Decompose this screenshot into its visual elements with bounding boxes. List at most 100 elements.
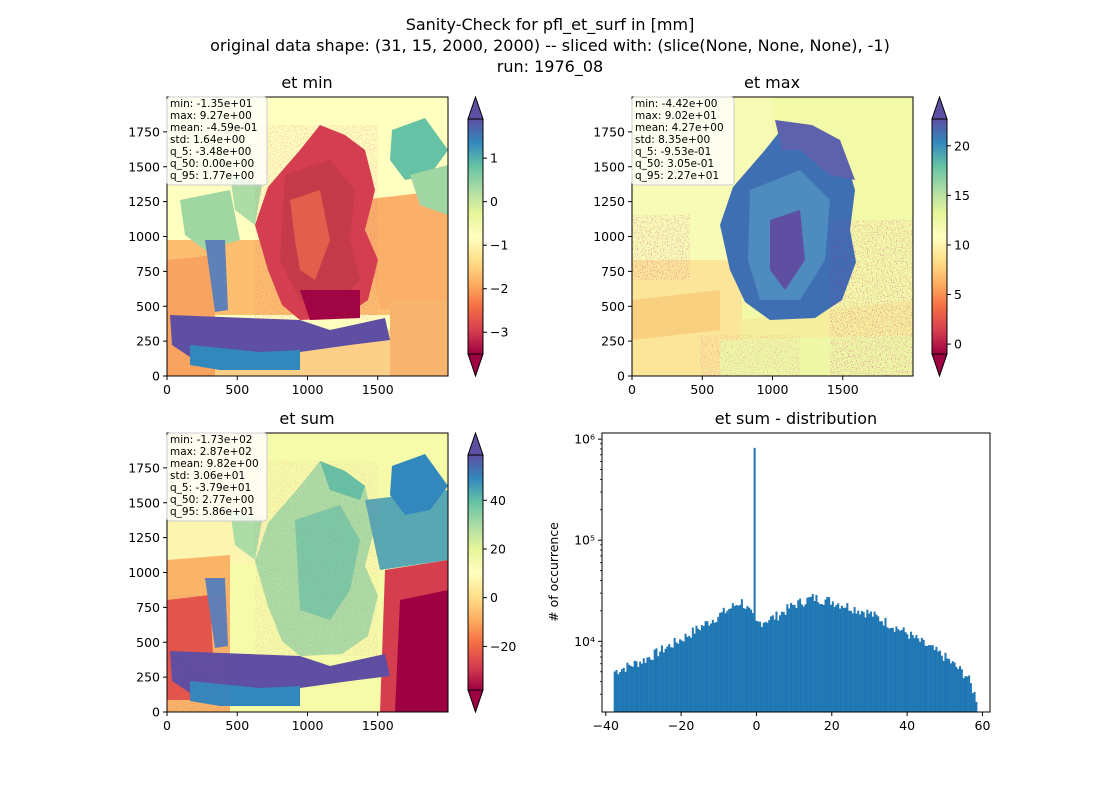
histogram-bar [797, 600, 800, 712]
histogram-bar [682, 641, 685, 712]
y-tick-label: 500 [601, 299, 625, 314]
histogram-bar [968, 675, 971, 712]
histogram-bar [710, 623, 713, 712]
histogram-bar [942, 660, 945, 712]
histogram-bar [653, 649, 656, 712]
histogram-bar [889, 628, 892, 712]
histogram-bar [819, 604, 822, 712]
histogram-bar [929, 645, 932, 712]
colorbar-tick-label: 20 [490, 542, 506, 557]
histogram-bar [726, 610, 729, 712]
histogram-bar [939, 650, 942, 712]
histogram-bar [971, 693, 974, 712]
histogram-bar [893, 631, 896, 712]
histogram-bar [897, 629, 900, 712]
histogram-bars [613, 447, 978, 712]
histogram-bar [642, 658, 645, 712]
panel-et-sum-stats-box: min: -1.73e+02 max: 2.87e+02 mean: 9.82e… [166, 432, 268, 522]
histogram-bar [951, 661, 954, 712]
histogram-bar [879, 621, 882, 712]
histogram-bar [926, 645, 929, 712]
histogram-bar [762, 622, 765, 712]
histogram-bar [613, 671, 616, 712]
histogram-bar [871, 616, 874, 712]
histogram-bar [751, 613, 754, 712]
y-tick-label: 250 [136, 670, 160, 685]
histogram-bar [757, 621, 760, 712]
histogram-bar [857, 610, 860, 712]
histogram-bar [811, 594, 814, 712]
colorbar [931, 118, 948, 355]
histogram-bar [659, 651, 662, 712]
histogram-bar [775, 611, 778, 712]
histogram-bar [728, 608, 731, 712]
histogram-title: et sum - distribution [715, 409, 877, 428]
y-tick-label: 250 [601, 334, 625, 349]
histogram-bar [766, 622, 769, 712]
histogram-bar [724, 613, 727, 712]
histogram-bar [824, 599, 827, 712]
histogram-bar [771, 615, 774, 712]
histogram-bar [755, 620, 758, 712]
histogram-bar [900, 630, 903, 712]
histogram-bar [880, 621, 883, 712]
histogram-bar [877, 616, 880, 712]
figure-title-line-3: run: 1976_08 [497, 57, 603, 77]
histogram-bar [651, 660, 654, 712]
x-tick-label: 1000 [292, 718, 324, 733]
histogram-bar [639, 661, 642, 712]
histogram-bar [735, 604, 738, 712]
colorbar-extend-max [467, 431, 484, 456]
histogram-bar [822, 604, 825, 712]
colorbar-extend-max [467, 95, 484, 120]
x-tick-label: 500 [690, 382, 714, 397]
y-tick-label: 1000 [128, 229, 160, 244]
histogram-bar [742, 608, 745, 712]
histogram-bar [802, 606, 805, 712]
stat-line: q_95: 5.86e+01 [170, 506, 254, 518]
histogram-bar [873, 611, 876, 712]
histogram-bar [786, 604, 789, 712]
stat-line: std: 8.35e+00 [635, 134, 710, 146]
histogram-bar [795, 608, 798, 712]
histogram-bar [666, 646, 669, 712]
histogram-bar [948, 659, 951, 712]
y-tick-label: 750 [136, 600, 160, 615]
histogram-bar [740, 599, 743, 712]
histogram-bar [744, 608, 747, 712]
stat-line: q_95: 2.27e+01 [635, 170, 719, 182]
histogram-bar [813, 600, 816, 712]
histogram-bar [748, 607, 751, 712]
histogram-bar [675, 642, 678, 712]
heatmap-et-min [167, 97, 448, 376]
x-tick-label: 1500 [362, 718, 394, 733]
y-tick-label: 1750 [128, 124, 160, 139]
histogram-bar [953, 662, 956, 712]
x-tick-label: 0 [628, 382, 636, 397]
histogram-bar [628, 664, 631, 712]
y-tick-label: 1500 [128, 159, 160, 174]
x-tick-label: 0 [163, 382, 171, 397]
histogram-bar [875, 614, 878, 712]
stat-line: q_95: 1.77e+00 [170, 170, 254, 182]
histogram-bar [826, 596, 829, 712]
histogram-bar [959, 666, 962, 712]
figure-title-line-1: Sanity-Check for pfl_et_surf in [mm] [406, 15, 695, 35]
histogram-bar [664, 648, 667, 712]
histogram-bar [749, 609, 753, 712]
histogram-bar [868, 613, 871, 712]
histogram-bar [777, 620, 780, 712]
x-tick-label: 1500 [827, 382, 859, 397]
x-tick-label: −20 [668, 718, 694, 733]
histogram-bar [626, 662, 629, 712]
y-tick-label: 250 [136, 334, 160, 349]
stat-line: q_50: 3.05e-01 [635, 158, 714, 170]
histogram-bar [915, 635, 918, 712]
histogram-bar [640, 663, 643, 712]
colorbar-tick-label: 1 [490, 151, 498, 166]
histogram-bar [688, 635, 691, 712]
x-tick-label: 1000 [757, 382, 789, 397]
histogram-bar [833, 606, 836, 712]
histogram-bar [699, 630, 702, 712]
y-tick-label: 750 [601, 264, 625, 279]
